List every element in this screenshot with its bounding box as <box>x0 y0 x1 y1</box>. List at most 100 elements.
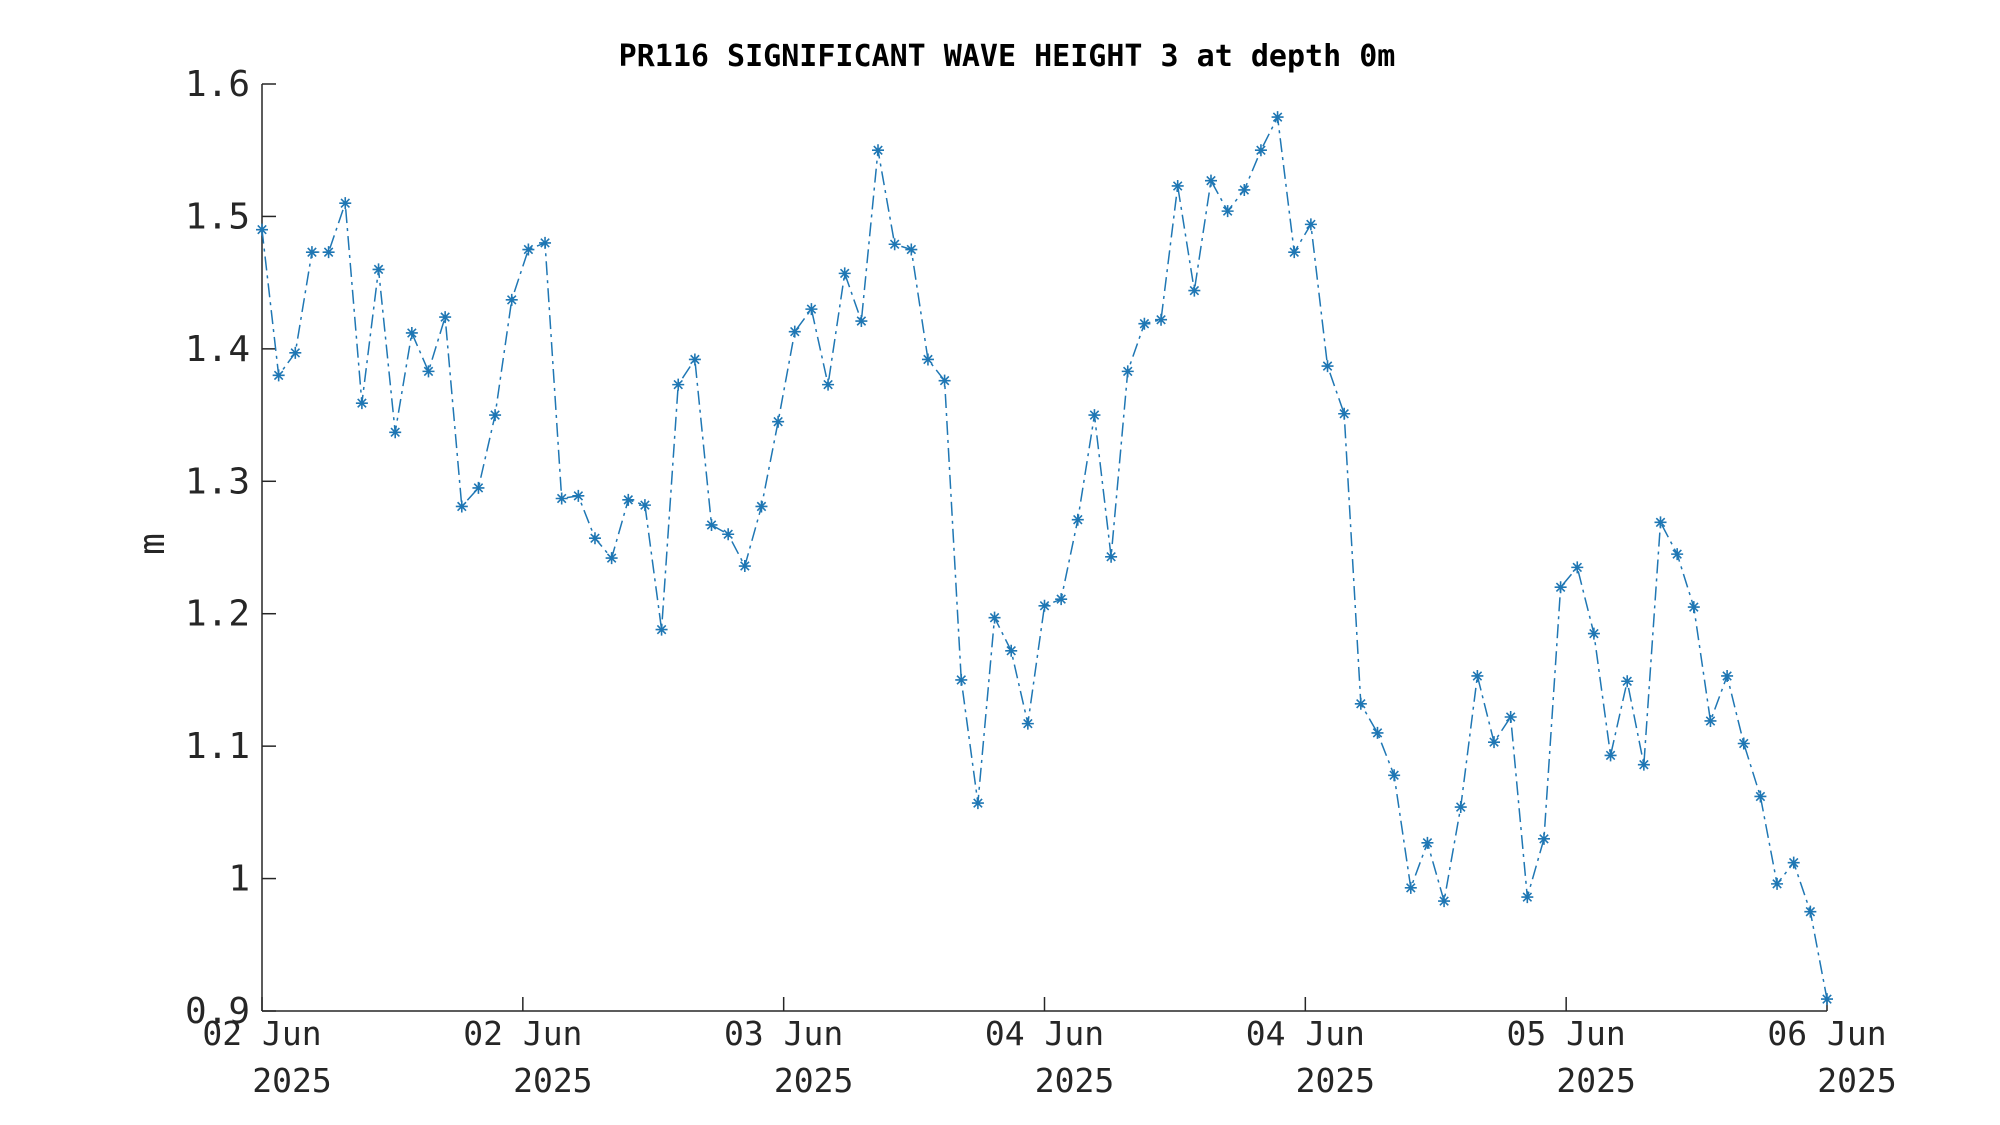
data-point <box>472 481 485 494</box>
y-axis-label: m <box>132 533 173 555</box>
data-point <box>389 426 402 439</box>
data-point <box>1238 183 1251 196</box>
data-point <box>988 611 1001 624</box>
data-point <box>921 353 934 366</box>
data-point <box>1321 360 1334 373</box>
data-point <box>1155 313 1168 326</box>
data-point <box>588 532 601 545</box>
data-point <box>938 374 951 387</box>
data-point <box>1088 409 1101 422</box>
data-point <box>455 500 468 513</box>
data-point <box>1504 711 1517 724</box>
data-point <box>1221 205 1234 218</box>
x-tick-label-day: 02 Jun <box>202 1014 321 1053</box>
data-point <box>905 243 918 256</box>
y-tick-label: 1.3 <box>185 461 250 502</box>
data-point <box>1404 881 1417 894</box>
data-point <box>1121 365 1134 378</box>
data-point <box>822 378 835 391</box>
x-tick-label-day: 04 Jun <box>1246 1014 1365 1053</box>
data-point <box>1471 669 1484 682</box>
data-point <box>1204 174 1217 187</box>
data-point <box>1071 513 1084 526</box>
data-point <box>1138 317 1151 330</box>
data-point <box>272 369 285 382</box>
data-point <box>1804 905 1817 918</box>
x-tick-label-day: 06 Jun <box>1767 1014 1886 1053</box>
data-point <box>1005 644 1018 657</box>
data-point <box>688 353 701 366</box>
x-tick-label-day: 05 Jun <box>1507 1014 1626 1053</box>
data-point <box>1354 697 1367 710</box>
data-point <box>1038 599 1051 612</box>
data-point <box>971 797 984 810</box>
data-point <box>305 246 318 259</box>
data-point <box>705 518 718 531</box>
data-point <box>339 197 352 210</box>
data-point <box>1105 550 1118 563</box>
data-point <box>1055 593 1068 606</box>
data-point <box>1454 801 1467 814</box>
data-point <box>1737 737 1750 750</box>
x-tick-label-day: 03 Jun <box>724 1014 843 1053</box>
data-point <box>1554 581 1567 594</box>
x-tick-label-year: 2025 <box>1035 1061 1114 1100</box>
data-point <box>1721 669 1734 682</box>
data-point <box>1021 717 1034 730</box>
data-point <box>738 560 751 573</box>
y-tick-label: 1.2 <box>185 594 250 635</box>
series-line <box>261 114 1828 1000</box>
x-tick-label-year: 2025 <box>1817 1061 1896 1100</box>
data-point <box>1304 218 1317 231</box>
data-point <box>1687 601 1700 614</box>
data-point <box>788 325 801 338</box>
data-point <box>289 346 302 359</box>
y-tick-label: 0.9 <box>185 991 250 1032</box>
data-point <box>772 415 785 428</box>
y-tick-label: 1.5 <box>185 196 250 237</box>
data-point <box>539 236 552 249</box>
chart-title: PR116 SIGNIFICANT WAVE HEIGHT 3 at depth… <box>619 39 1396 74</box>
data-point <box>838 267 851 280</box>
data-point <box>505 293 518 306</box>
data-point <box>256 223 268 236</box>
x-tick-label-year: 2025 <box>1296 1061 1375 1100</box>
data-point <box>1587 627 1600 640</box>
data-point <box>1771 877 1784 890</box>
data-point <box>605 552 618 565</box>
y-tick-label: 1 <box>228 859 250 900</box>
data-point <box>855 315 868 328</box>
data-point <box>622 493 635 506</box>
x-tick-label-year: 2025 <box>1556 1061 1635 1100</box>
data-point <box>755 500 768 513</box>
data-point <box>572 489 585 502</box>
data-point <box>872 144 885 157</box>
data-point <box>1338 407 1351 420</box>
data-point <box>1188 284 1201 297</box>
data-point <box>1388 769 1401 782</box>
series <box>256 111 1833 1006</box>
x-ticks: 02 Jun 2025 02 Jun 2025 03 Jun 2025 04 Jun 2025… <box>202 997 1897 1100</box>
data-point <box>1704 714 1717 727</box>
data-point <box>1271 111 1284 124</box>
data-point <box>805 303 818 316</box>
data-point <box>1821 993 1833 1006</box>
data-point <box>1604 749 1617 762</box>
y-ticks: 0.9 1 1.1 1.2 1.3 1.4 1.5 1.6 <box>185 64 276 1032</box>
data-point <box>372 263 385 276</box>
data-point <box>1254 144 1267 157</box>
y-tick-label: 1.6 <box>185 64 250 105</box>
x-tick-label-day: 02 Jun <box>463 1014 582 1053</box>
data-point <box>522 243 535 256</box>
data-point <box>555 492 568 505</box>
data-point <box>672 378 685 391</box>
y-tick-label: 1.1 <box>185 726 250 767</box>
data-point <box>655 623 668 636</box>
x-tick-label-year: 2025 <box>513 1061 592 1100</box>
data-point <box>422 365 435 378</box>
data-point <box>1754 790 1767 803</box>
data-point <box>1438 895 1451 908</box>
data-point <box>1671 548 1684 561</box>
data-point <box>1621 675 1634 688</box>
